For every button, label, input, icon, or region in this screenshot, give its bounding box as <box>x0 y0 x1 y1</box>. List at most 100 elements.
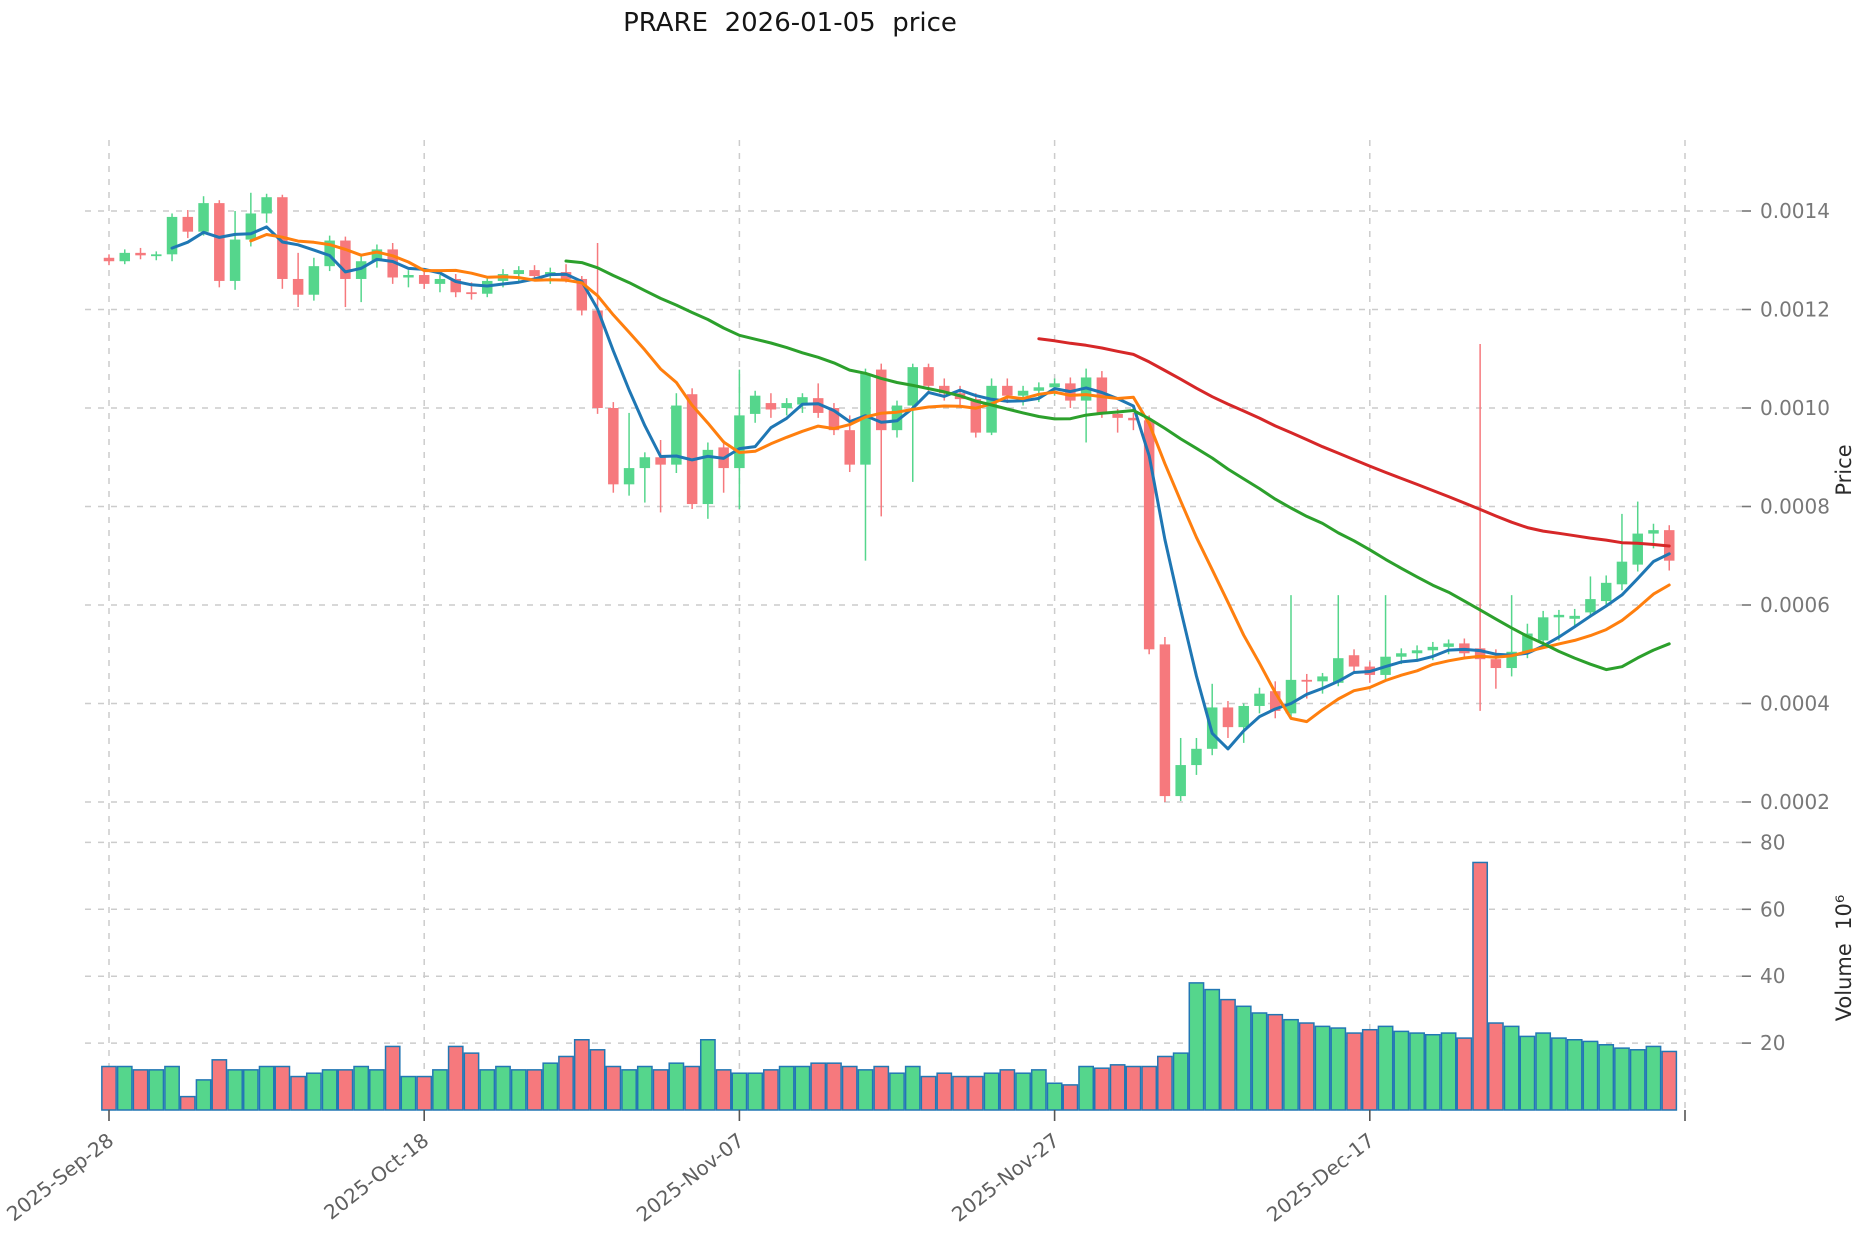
volume-bar <box>1629 1049 1646 1111</box>
candle-body <box>686 394 698 505</box>
volume-bar <box>400 1075 417 1111</box>
candle-body <box>292 278 304 295</box>
price-tick-label: 0.0004 <box>1760 692 1830 716</box>
candle-body <box>765 403 777 410</box>
candle-body <box>1474 648 1486 660</box>
volume-bar <box>731 1072 748 1111</box>
candle-body <box>1128 417 1139 421</box>
candle-body <box>1522 633 1533 652</box>
volume-bar <box>510 1069 527 1111</box>
candle-body <box>891 405 903 431</box>
candle-body <box>387 249 398 278</box>
ma-line-10 <box>249 233 1671 724</box>
volume-bar <box>699 1039 716 1111</box>
candle-body <box>1112 413 1123 418</box>
candle-body <box>1569 615 1580 619</box>
volume-bar <box>1283 1018 1299 1111</box>
volume-bar <box>1424 1033 1441 1111</box>
volume-bar <box>447 1045 464 1111</box>
date-tick-labels: 2025-Sep-28 2025-Oct-18 2025-Nov-07 2025-No… <box>2 1110 1686 1227</box>
volume-bar <box>1093 1067 1110 1111</box>
volume-bar <box>321 1069 338 1111</box>
volume-bar <box>826 1062 842 1111</box>
volume-bar <box>841 1065 858 1111</box>
candle-body <box>923 367 934 386</box>
price-tick-label: 0.0002 <box>1760 790 1830 814</box>
volume-bar <box>936 1072 953 1111</box>
candle-body <box>1490 659 1502 669</box>
candle-body <box>1632 533 1643 565</box>
candle-body <box>986 385 997 433</box>
volume-bar <box>794 1065 811 1111</box>
candle-body <box>749 395 761 414</box>
candle-body <box>1285 679 1297 714</box>
candle-body <box>1648 530 1659 534</box>
ma-line-5 <box>170 225 1671 751</box>
candle-body <box>1049 383 1060 388</box>
candle-body <box>151 254 162 257</box>
candle-body <box>860 373 871 465</box>
candle-body <box>182 216 194 232</box>
volume-bar <box>636 1065 653 1111</box>
volume-bar <box>1235 1005 1252 1111</box>
volume-tick-label: 80 <box>1760 830 1785 854</box>
volume-bar <box>652 1069 669 1111</box>
candle-body <box>1238 705 1249 728</box>
candle-body <box>828 408 840 431</box>
volume-bar <box>337 1069 354 1111</box>
candle-body <box>1333 658 1344 683</box>
volume-bar <box>967 1075 984 1111</box>
volume-bar <box>1109 1064 1126 1111</box>
volume-bar <box>258 1065 275 1111</box>
candle-body <box>1348 655 1360 667</box>
candle-body <box>1396 653 1407 657</box>
candle-body <box>734 415 745 469</box>
candle-body <box>1159 644 1171 797</box>
volume-bar <box>164 1065 180 1111</box>
candle-body <box>875 369 887 431</box>
candle-body <box>450 278 461 293</box>
candle-body <box>639 457 651 469</box>
volume-tick-label: 40 <box>1760 964 1785 988</box>
volume-bar <box>1519 1035 1536 1111</box>
candle-body <box>671 405 682 465</box>
volume-bar <box>195 1079 212 1111</box>
volume-bar <box>1125 1065 1142 1111</box>
price-tick-label: 0.0006 <box>1760 593 1830 617</box>
candle-body <box>229 239 241 281</box>
volume-bar <box>1456 1037 1473 1111</box>
volume-bar <box>542 1062 559 1111</box>
volume-bar <box>621 1069 637 1111</box>
volume-bar <box>1046 1082 1063 1111</box>
volume-bar <box>763 1069 779 1111</box>
volume-bar <box>810 1062 827 1111</box>
volume-bar <box>684 1065 701 1111</box>
volume-bar <box>983 1072 1000 1111</box>
volume-bar <box>558 1055 574 1111</box>
volume-bar <box>747 1072 764 1111</box>
volume-bar <box>416 1075 433 1111</box>
volume-bar <box>873 1065 890 1111</box>
volume-bar <box>1030 1069 1047 1111</box>
volume-bar <box>132 1069 149 1111</box>
volume-bar <box>1409 1032 1425 1111</box>
volume-bar <box>715 1069 732 1111</box>
volume-bar <box>179 1095 196 1111</box>
volume-bar <box>211 1059 228 1111</box>
date-tick-label: 2025-Sep-28 <box>2 1128 118 1226</box>
volume-bar <box>999 1069 1016 1111</box>
candle-body <box>1222 707 1234 728</box>
volume-bar <box>116 1065 133 1111</box>
volume-bar <box>1330 1027 1347 1111</box>
gridlines <box>85 140 1742 1110</box>
date-tick-label: 2025-Nov-27 <box>947 1128 1064 1227</box>
volume-bar <box>952 1075 968 1111</box>
candle-body <box>1254 693 1265 706</box>
candle-body <box>844 430 855 465</box>
candle-body <box>1191 748 1202 766</box>
candle-body <box>1585 599 1596 613</box>
volume-bar <box>904 1065 921 1111</box>
price-tick-label: 0.0010 <box>1760 396 1830 420</box>
candle-body <box>340 240 351 279</box>
